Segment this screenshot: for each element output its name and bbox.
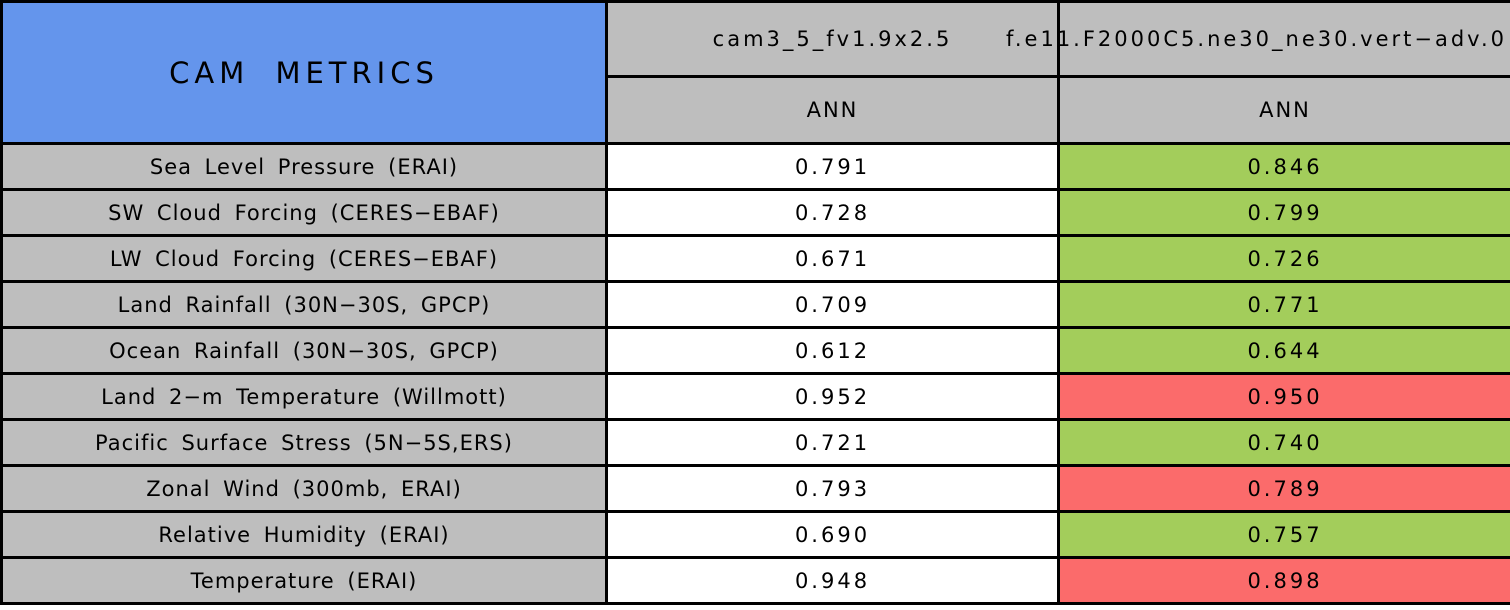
metric-label-cell: Pacific Surface Stress (5N−5S,ERS) <box>0 418 608 467</box>
test-value-cell: 0.789 <box>1057 464 1510 513</box>
table-row: LW Cloud Forcing (CERES−EBAF) 0.671 0.72… <box>0 234 1510 283</box>
table-row: Ocean Rainfall (30N−30S, GPCP) 0.612 0.6… <box>0 326 1510 375</box>
baseline-value-cell: 0.612 <box>605 326 1060 375</box>
table-row: Pacific Surface Stress (5N−5S,ERS) 0.721… <box>0 418 1510 467</box>
table-header: CAM METRICS cam3_5_fv1.9x2.5 f.e11.F2000… <box>0 0 1510 145</box>
baseline-value-cell: 0.709 <box>605 280 1060 329</box>
baseline-value-cell: 0.791 <box>605 142 1060 191</box>
metric-label-cell: SW Cloud Forcing (CERES−EBAF) <box>0 188 608 237</box>
baseline-value-cell: 0.728 <box>605 188 1060 237</box>
test-value-cell: 0.846 <box>1057 142 1510 191</box>
metric-label-cell: Ocean Rainfall (30N−30S, GPCP) <box>0 326 608 375</box>
column-subheader-test-season: ANN <box>1057 75 1510 145</box>
test-model-label: f.e11.F2000C5.ne30_ne30.vert−adv.0 <box>1006 27 1507 51</box>
test-value-cell: 0.644 <box>1057 326 1510 375</box>
table-row: Land Rainfall (30N−30S, GPCP) 0.709 0.77… <box>0 280 1510 329</box>
test-value-cell: 0.726 <box>1057 234 1510 283</box>
model-name-row: CAM METRICS cam3_5_fv1.9x2.5 f.e11.F2000… <box>0 0 1510 145</box>
table-row: Relative Humidity (ERAI) 0.690 0.757 <box>0 510 1510 559</box>
test-value-cell: 0.757 <box>1057 510 1510 559</box>
table-row: SW Cloud Forcing (CERES−EBAF) 0.728 0.79… <box>0 188 1510 237</box>
table-row: Sea Level Pressure (ERAI) 0.791 0.846 <box>0 142 1510 191</box>
metric-label-cell: Sea Level Pressure (ERAI) <box>0 142 608 191</box>
test-value-cell: 0.740 <box>1057 418 1510 467</box>
metric-rows: Sea Level Pressure (ERAI) 0.791 0.846 SW… <box>0 142 1510 605</box>
baseline-value-cell: 0.690 <box>605 510 1060 559</box>
metric-label-cell: Land 2−m Temperature (Willmott) <box>0 372 608 421</box>
baseline-value-cell: 0.952 <box>605 372 1060 421</box>
table-row: Zonal Wind (300mb, ERAI) 0.793 0.789 <box>0 464 1510 513</box>
column-header-test-model: f.e11.F2000C5.ne30_ne30.vert−adv.0 <box>1006 0 1510 78</box>
season-row: ANN ANN <box>2 75 1510 145</box>
metric-label-cell: LW Cloud Forcing (CERES−EBAF) <box>0 234 608 283</box>
table-title: CAM METRICS <box>0 0 608 145</box>
metric-label-cell: Land Rainfall (30N−30S, GPCP) <box>0 280 608 329</box>
baseline-value-cell: 0.948 <box>605 556 1060 605</box>
table-row: Land 2−m Temperature (Willmott) 0.952 0.… <box>0 372 1510 421</box>
column-header-baseline-model: cam3_5_fv1.9x2.5 <box>605 0 1060 78</box>
metric-label-cell: Zonal Wind (300mb, ERAI) <box>0 464 608 513</box>
baseline-value-cell: 0.793 <box>605 464 1060 513</box>
test-value-cell: 0.799 <box>1057 188 1510 237</box>
test-value-cell: 0.771 <box>1057 280 1510 329</box>
test-value-cell: 0.898 <box>1057 556 1510 605</box>
column-subheader-baseline-season: ANN <box>605 75 1060 145</box>
metric-label-cell: Temperature (ERAI) <box>0 556 608 605</box>
baseline-value-cell: 0.721 <box>605 418 1060 467</box>
table-row: Temperature (ERAI) 0.948 0.898 <box>0 556 1510 605</box>
test-value-cell: 0.950 <box>1057 372 1510 421</box>
metric-label-cell: Relative Humidity (ERAI) <box>0 510 608 559</box>
baseline-value-cell: 0.671 <box>605 234 1060 283</box>
